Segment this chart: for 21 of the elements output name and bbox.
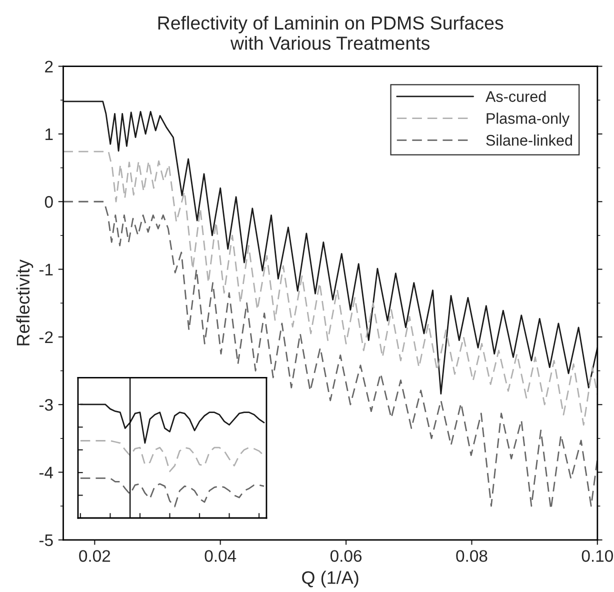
legend-label: As-cured bbox=[486, 90, 546, 102]
y-tick-label: 1 bbox=[46, 128, 53, 140]
x-tick-label: 0.04 bbox=[204, 550, 236, 562]
y-tick-label: -1 bbox=[39, 264, 53, 276]
y-tick-label: -5 bbox=[39, 534, 53, 546]
x-tick-label: 0.10 bbox=[582, 550, 613, 562]
y-tick-label: -4 bbox=[39, 466, 54, 478]
line-series bbox=[63, 100, 598, 394]
line-series bbox=[63, 150, 598, 426]
legend-label: Silane-linked bbox=[486, 134, 572, 146]
y-tick-label: -3 bbox=[39, 398, 53, 411]
y-tick-label: 0 bbox=[44, 196, 53, 208]
x-tick-label: 0.02 bbox=[79, 550, 110, 562]
chart-title: Reflectivity of Laminin on PDMS Surfaces with Various Treatments bbox=[158, 16, 504, 50]
x-axis-title: Q (1/A) bbox=[302, 570, 358, 588]
y-tick-label: -2 bbox=[39, 331, 53, 343]
y-tick-label: 2 bbox=[45, 60, 53, 72]
legend-label: Plasma-only bbox=[486, 112, 570, 127]
y-axis-title: Reflectivity bbox=[16, 259, 34, 346]
x-tick-label: 0.08 bbox=[456, 550, 488, 562]
x-tick-label: 0.06 bbox=[330, 550, 362, 562]
